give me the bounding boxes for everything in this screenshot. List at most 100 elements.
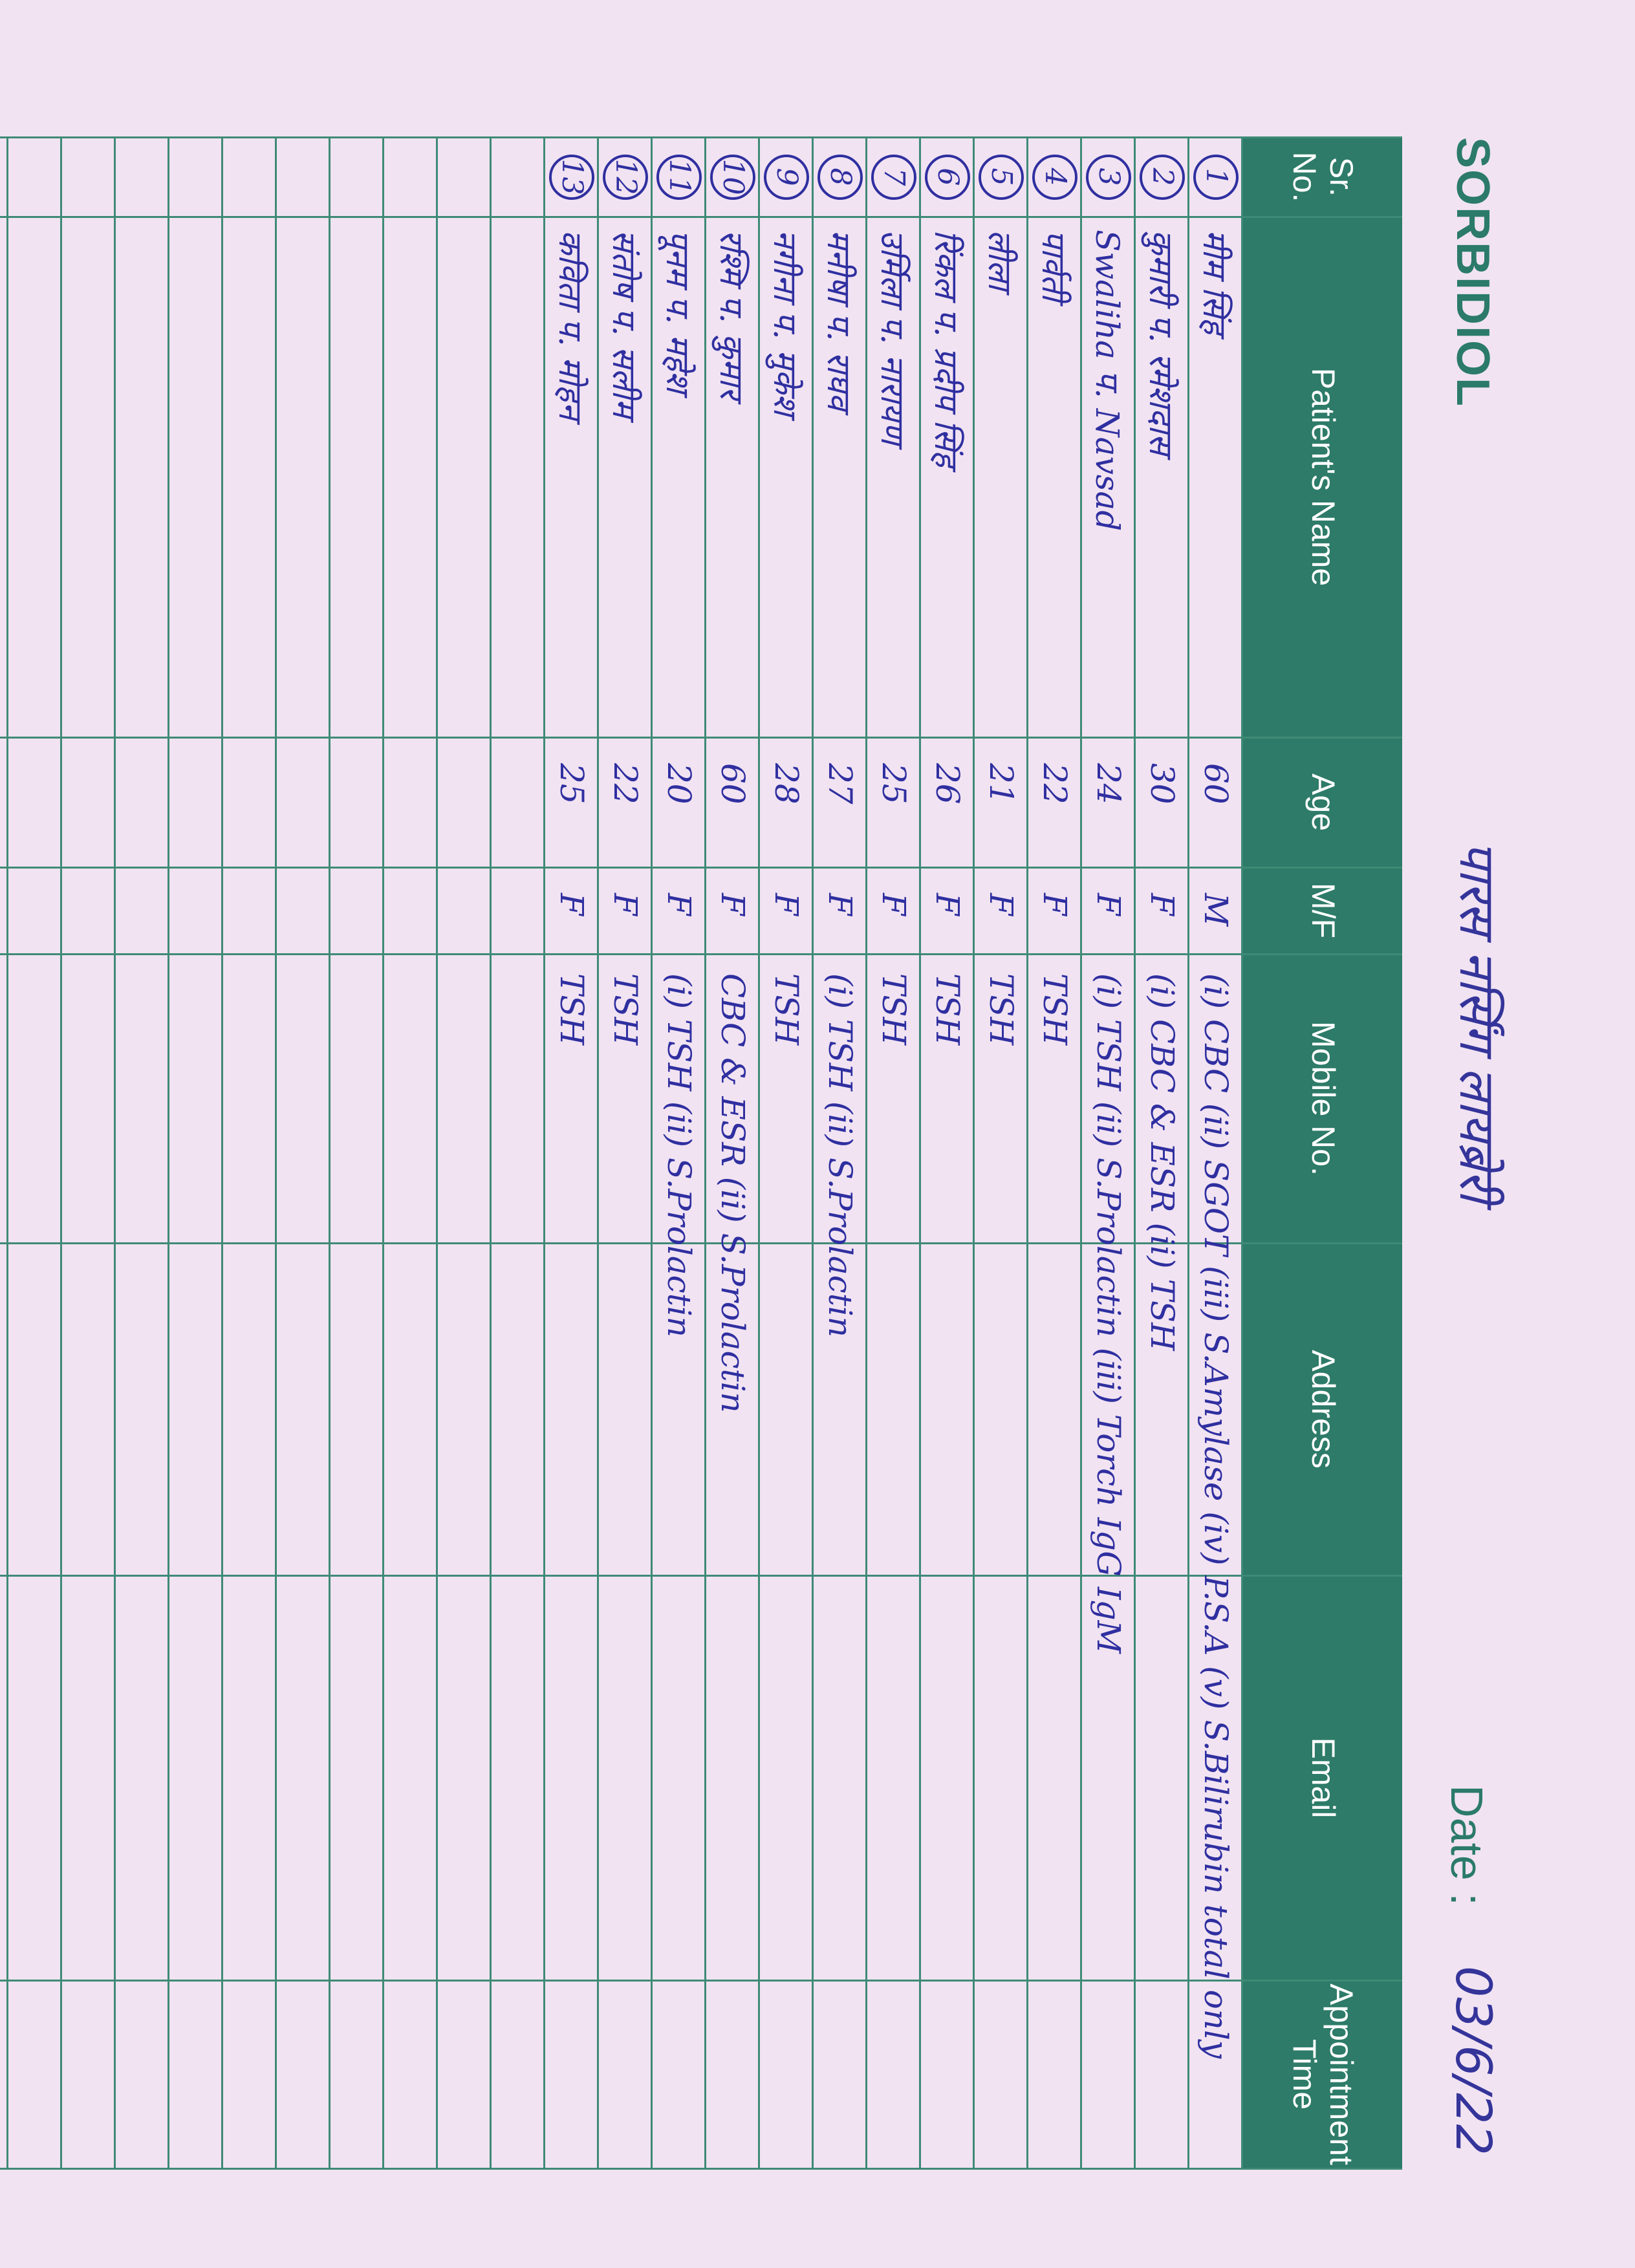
serial-number: 12 xyxy=(599,137,653,217)
sex: F xyxy=(875,893,913,916)
tests: TSH xyxy=(929,973,967,1046)
sex: M xyxy=(1197,893,1235,927)
sex: F xyxy=(714,893,752,916)
serial-circle: 8 xyxy=(817,154,863,200)
tests: TSH xyxy=(553,973,591,1046)
age: 60 xyxy=(1197,763,1235,805)
serial-circle: 13 xyxy=(549,154,595,200)
sex: F xyxy=(929,893,967,916)
patient-name: मीम सिंह xyxy=(1196,230,1234,334)
tests: TSH xyxy=(875,973,913,1046)
serial-number: 2 xyxy=(1136,137,1189,217)
serial-circle: 11 xyxy=(656,154,702,200)
patient-name: कविता प. मोहन xyxy=(552,230,590,420)
serial-number: 4 xyxy=(1028,137,1082,217)
grid-line xyxy=(0,867,1402,869)
patient-name: Swaliha प. Navsad xyxy=(1088,230,1127,532)
serial-circle: 2 xyxy=(1140,154,1186,200)
age: 25 xyxy=(553,763,591,805)
sex: F xyxy=(607,893,645,916)
grid-line xyxy=(0,953,1402,955)
grid-line xyxy=(168,137,169,2168)
age: 24 xyxy=(1090,763,1128,805)
logo: SORBIDIOL xyxy=(1447,137,1499,408)
tests: TSH xyxy=(768,973,806,1046)
column-header: Patient's Name xyxy=(1305,367,1341,587)
tests: (i) TSH (ii) S.Prolactin (iii) Torch IgG… xyxy=(1090,973,1128,1654)
serial-number: 3 xyxy=(1082,137,1136,217)
age: 27 xyxy=(821,763,860,805)
age: 25 xyxy=(875,763,913,805)
grid-line xyxy=(275,137,277,2168)
column-header: Sr. No. xyxy=(1286,151,1360,202)
grid-line xyxy=(543,137,545,2168)
serial-circle: 6 xyxy=(925,154,971,200)
patient-name: लीला xyxy=(981,230,1019,290)
patient-name: नगीना प. मुकेश xyxy=(766,230,805,416)
sex: F xyxy=(1143,893,1182,916)
column-header: Mobile No. xyxy=(1305,1021,1341,1176)
column-header: Age xyxy=(1305,773,1341,831)
grid-line xyxy=(6,137,8,2168)
date-label: Date : xyxy=(1442,1785,1492,1906)
sex: F xyxy=(1036,893,1074,916)
serial-number: 7 xyxy=(867,137,921,217)
column-header: Appointment Time xyxy=(1286,1983,1360,2165)
patient-name: मनीषा प. राघव xyxy=(820,230,858,411)
age: 21 xyxy=(982,763,1021,805)
sex: F xyxy=(821,893,860,916)
handwritten-title: पारस नर्सिंग लायब्रेरी xyxy=(1449,841,1506,1203)
patient-name: पूनम प. महेश xyxy=(659,230,697,393)
serial-number: 13 xyxy=(545,137,599,217)
serial-number: 6 xyxy=(921,137,975,217)
age: 30 xyxy=(1143,763,1182,805)
grid-line xyxy=(221,137,223,2168)
grid-line xyxy=(60,137,62,2168)
date: 03/6/22 xyxy=(1445,1966,1502,2155)
sex: F xyxy=(553,893,591,916)
age: 20 xyxy=(660,763,698,805)
column-header: Email xyxy=(1305,1737,1341,1819)
patient-name: संतोष प. सलीम xyxy=(605,230,644,418)
grid-line xyxy=(436,137,438,2168)
sex: F xyxy=(982,893,1021,916)
tests: TSH xyxy=(607,973,645,1046)
age: 22 xyxy=(607,763,645,805)
grid-line xyxy=(0,2168,1402,2170)
sex: F xyxy=(1090,893,1128,916)
grid-line xyxy=(1026,137,1028,2168)
serial-number: 5 xyxy=(975,137,1028,217)
serial-circle: 4 xyxy=(1032,154,1078,200)
tests: TSH xyxy=(982,973,1021,1046)
serial-circle: 12 xyxy=(603,154,649,200)
patient-name: पार्वती xyxy=(1035,230,1073,301)
serial-number: 9 xyxy=(760,137,814,217)
tests: TSH xyxy=(1036,973,1074,1046)
serial-circle: 10 xyxy=(710,154,756,200)
patient-name: रश्मि प. कुमार xyxy=(713,230,751,400)
tests: CBC & ESR (ii) S.Prolactin xyxy=(714,973,752,1413)
tests: (i) CBC (ii) SGOT (iii) S.Amylase (iv) P… xyxy=(1197,973,1235,2059)
column-header: M/F xyxy=(1305,882,1341,939)
grid-line xyxy=(597,137,599,2168)
serial-number: 8 xyxy=(814,137,867,217)
tests: (i) TSH (ii) S.Prolactin xyxy=(821,973,860,1337)
serial-number: 1 xyxy=(1189,137,1243,217)
grid-line xyxy=(329,137,330,2168)
age: 60 xyxy=(714,763,752,805)
grid-line xyxy=(114,137,116,2168)
grid-line xyxy=(382,137,384,2168)
serial-circle: 3 xyxy=(1086,154,1132,200)
serial-circle: 5 xyxy=(979,154,1024,200)
patient-name: उर्मिला प. नारायण xyxy=(874,230,912,445)
age: 28 xyxy=(768,763,806,805)
grid-line xyxy=(0,737,1402,739)
age: 22 xyxy=(1036,763,1074,805)
serial-circle: 7 xyxy=(871,154,917,200)
sex: F xyxy=(768,893,806,916)
serial-circle: 1 xyxy=(1193,154,1239,200)
sex: F xyxy=(660,893,698,916)
serial-number: 11 xyxy=(653,137,706,217)
